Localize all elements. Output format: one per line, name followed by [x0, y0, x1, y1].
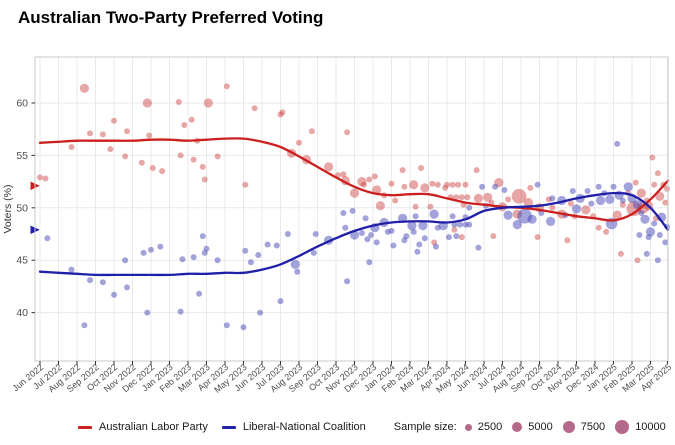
- y-axis-title: Voters (%): [2, 184, 14, 233]
- sample-size-item-2500: 2500: [464, 421, 503, 433]
- bubble-icon: [464, 423, 472, 431]
- trend-line-coalition: [38, 191, 670, 277]
- sample-size-item-10000: 10000: [615, 420, 666, 434]
- x-axis-ticks: [39, 361, 668, 365]
- sample-size-item-5000: 5000: [512, 421, 553, 433]
- sample-size-value: 7500: [580, 421, 606, 433]
- bubble-icon: [615, 420, 630, 434]
- bubble-icon: [562, 421, 575, 433]
- bubble-icon: [512, 422, 523, 432]
- y-axis-labels: 40 45 50 55 60: [16, 98, 28, 320]
- sample-size-value: 5000: [528, 421, 553, 433]
- coalition-line-swatch: [221, 425, 236, 429]
- svg-text:45: 45: [16, 255, 28, 267]
- legend-item-labor: Australian Labor Party: [78, 421, 208, 433]
- svg-text:40: 40: [16, 307, 28, 319]
- chart-title: Australian Two-Party Preferred Voting: [18, 8, 324, 27]
- legend-labor-label: Australian Labor Party: [99, 421, 208, 433]
- trend-line-labor: [38, 137, 670, 222]
- sample-size-item-7500: 7500: [562, 421, 606, 433]
- chart-legend: Australian Labor Party Liberal-National …: [78, 420, 668, 434]
- svg-text:55: 55: [16, 150, 28, 162]
- svg-text:50: 50: [16, 202, 28, 214]
- sample-size-legend-label: Sample size:: [393, 421, 457, 433]
- legend-coalition-label: Liberal-National Coalition: [242, 421, 366, 433]
- y-axis-ticks: [31, 102, 35, 314]
- labor-line-swatch: [78, 425, 92, 429]
- sample-size-value: 10000: [635, 421, 666, 433]
- y-gridlines: [35, 102, 668, 314]
- legend-item-coalition: Liberal-National Coalition: [221, 421, 366, 433]
- sample-size-value: 2500: [477, 421, 503, 433]
- svg-text:60: 60: [16, 98, 28, 110]
- panel-border: [34, 56, 669, 362]
